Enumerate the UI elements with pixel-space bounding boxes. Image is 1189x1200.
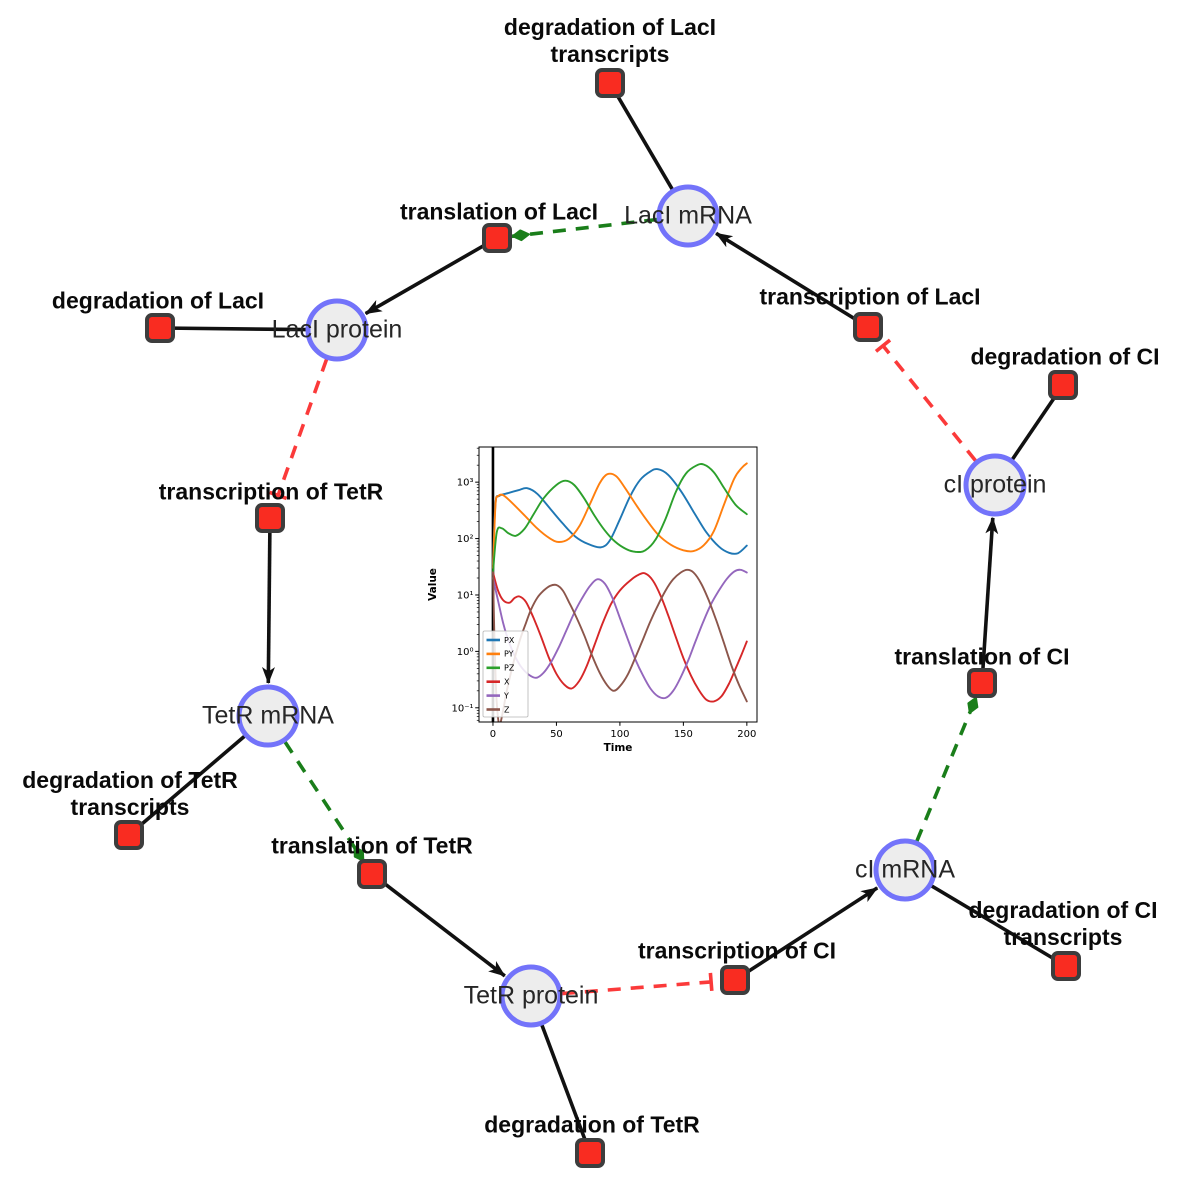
edge-production-tx_cI-to-cI_mRNA <box>734 886 879 982</box>
reaction-label-transl_tetR: translation of TetR <box>271 833 472 860</box>
legend-entry-label: PX <box>504 636 515 645</box>
y-axis-label: Value <box>427 568 439 601</box>
reaction-node-deg_lacI_tx <box>595 68 625 98</box>
edge-production-transl_tetR-to-tetR_protein <box>370 872 506 978</box>
reaction-label-transl_cI: translation of CI <box>894 644 1069 671</box>
y-tick-label: 10⁰ <box>457 647 474 658</box>
y-tick-label: 10³ <box>457 478 474 489</box>
reaction-node-deg_cI <box>1048 370 1078 400</box>
reaction-node-deg_lacI <box>145 313 175 343</box>
edge-consumption-tetR_mRNA-to-deg_tetR_tx <box>127 734 246 837</box>
species-node-cI_mRNA <box>873 838 937 902</box>
reaction-label-line: degradation of TetR <box>484 1111 700 1138</box>
reaction-label-line: degradation of LacI <box>51 287 265 314</box>
x-tick-label: 50 <box>550 729 563 740</box>
reaction-label-line: transcription of LacI <box>759 283 981 310</box>
species-label-lacI_mRNA: LacI mRNA <box>624 201 752 230</box>
edge-modifier-lacI_mRNA-to-transl_lacI <box>510 217 658 242</box>
legend-entry-label: PZ <box>504 664 515 673</box>
y-tick-label: 10² <box>457 534 474 545</box>
series-line-PY <box>492 462 748 570</box>
reaction-node-transl_tetR <box>357 859 387 889</box>
reaction-label-line: translation of TetR <box>271 832 473 859</box>
reaction-label-transl_lacI: translation of LacI <box>400 199 598 226</box>
reaction-label-deg_tetR_tx: degradation of TetR transcripts <box>22 767 238 821</box>
y-tick-label: 10¹ <box>457 590 474 601</box>
edge-inhibition-lacI_protein-to-tx_tetR <box>269 358 329 501</box>
species-label-tetR_protein: TetR protein <box>463 981 599 1010</box>
reaction-label-deg_cI_tx: degradation of CI transcripts <box>968 897 1157 951</box>
reaction-label-line: transcription of CI <box>637 937 837 964</box>
axes-frame <box>478 446 758 723</box>
legend-entry-label: PY <box>504 650 514 659</box>
y-tick-label: 10⁻¹ <box>451 703 473 714</box>
reaction-label-line: transcription of TetR <box>158 478 384 505</box>
reaction-label-line: degradation of CI <box>970 343 1160 370</box>
edge-inhibition-tetR_protein-to-tx_cI <box>561 972 714 996</box>
species-node-tetR_protein <box>499 964 563 1028</box>
edges-layer <box>127 82 1067 1154</box>
reaction-node-deg_cI_tx <box>1051 951 1081 981</box>
species-label-cI_protein: cI protein <box>943 470 1047 499</box>
reaction-node-tx_tetR <box>255 503 285 533</box>
reaction-label-deg_lacI_tx: degradation of LacI transcripts <box>504 14 716 68</box>
species-node-tetR_mRNA <box>236 684 300 748</box>
x-tick-label: 100 <box>610 729 629 740</box>
time-series-chart: 0 50 100 150 200 10⁻¹ 10⁰ 10¹ 10² 10³ Time Value PX P… <box>423 430 783 770</box>
edge-consumption-tetR_protein-to-deg_tetR <box>540 1024 592 1154</box>
reaction-node-deg_tetR_tx <box>114 820 144 850</box>
species-node-lacI_protein <box>305 298 369 362</box>
edge-production-transl_cI-to-cI_protein <box>980 516 999 684</box>
edge-production-tx_lacI-to-lacI_mRNA <box>715 231 869 329</box>
x-tick-label: 0 <box>490 729 496 740</box>
reaction-label-line: translation of LacI <box>399 198 599 225</box>
reaction-label-line: transcripts <box>1003 924 1123 950</box>
reaction-node-transl_cI <box>967 668 997 698</box>
x-tick-label: 200 <box>737 729 756 740</box>
reaction-label-line: degradation of CI <box>968 897 1158 923</box>
reaction-node-deg_tetR <box>575 1138 605 1168</box>
reaction-label-line: translation of CI <box>894 643 1070 670</box>
species-node-lacI_mRNA <box>656 184 720 248</box>
reaction-label-line: transcripts <box>550 41 670 67</box>
edge-inhibition-cI_protein-to-tx_lacI <box>874 338 978 462</box>
edge-consumption-cI_mRNA-to-deg_cI_tx <box>930 884 1067 968</box>
legend-entry-label: Z <box>504 705 510 714</box>
species-node-cI_protein <box>963 453 1027 517</box>
reaction-label-line: degradation of LacI <box>503 14 717 40</box>
x-tick-label: 150 <box>674 729 693 740</box>
legend-entry-label: X <box>504 678 510 687</box>
x-axis-label: Time <box>604 742 633 754</box>
reaction-label-tx_cI: transcription of CI <box>638 938 836 965</box>
legend-entry-label: Y <box>503 691 509 700</box>
reaction-label-line: transcripts <box>70 794 190 820</box>
species-label-cI_mRNA: cI mRNA <box>855 855 955 884</box>
chart-canvas: 0 50 100 150 200 10⁻¹ 10⁰ 10¹ 10² 10³ Time Value PX P… <box>427 446 758 754</box>
series-line-X <box>492 571 748 703</box>
reaction-label-tx_lacI: transcription of LacI <box>759 284 980 311</box>
edge-modifier-tetR_mRNA-to-transl_tetR <box>283 740 366 863</box>
reaction-label-tx_tetR: transcription of TetR <box>159 479 383 506</box>
nodes-layer <box>114 68 1081 1168</box>
species-label-lacI_protein: LacI protein <box>271 315 403 344</box>
reaction-label-deg_tetR: degradation of TetR <box>484 1112 700 1139</box>
edge-production-transl_lacI-to-lacI_protein <box>364 236 498 316</box>
reaction-label-deg_cI: degradation of CI <box>970 344 1159 371</box>
reaction-node-tx_cI <box>720 965 750 995</box>
series-line-PZ <box>492 463 748 574</box>
edge-consumption-lacI_protein-to-deg_lacI <box>159 326 307 332</box>
reaction-label-deg_lacI: degradation of LacI <box>52 288 264 315</box>
species-label-tetR_mRNA: TetR mRNA <box>202 701 334 730</box>
edge-modifier-cI_mRNA-to-transl_cI <box>915 695 979 842</box>
edge-production-tx_tetR-to-tetR_mRNA <box>261 517 275 684</box>
reaction-node-tx_lacI <box>853 312 883 342</box>
reaction-node-transl_lacI <box>482 223 512 253</box>
series-line-PX <box>492 468 748 566</box>
reaction-label-line: degradation of TetR <box>22 767 238 793</box>
edge-consumption-lacI_mRNA-to-deg_lacI_tx <box>608 82 674 191</box>
